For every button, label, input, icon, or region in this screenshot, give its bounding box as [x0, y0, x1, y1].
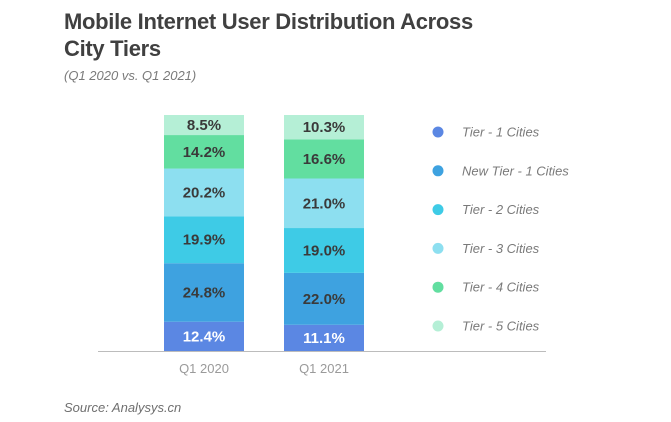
bar-segment-q1-2020-series-0: [164, 321, 244, 351]
data-label-q1-2020-series-5: 8.5%: [187, 117, 221, 134]
data-label-q1-2020-series-2: 19.9%: [183, 232, 226, 249]
data-label-q1-2020-series-0: 12.4%: [183, 328, 226, 345]
data-label-q1-2021-series-2: 19.0%: [303, 242, 346, 259]
chart-subtitle: (Q1 2020 vs. Q1 2021): [64, 68, 197, 83]
bar-segment-q1-2020-series-3: [164, 168, 244, 217]
data-label-q1-2020-series-4: 14.2%: [183, 144, 226, 161]
data-label-q1-2020-series-1: 24.8%: [183, 284, 226, 301]
legend-marker-icon-1: [432, 165, 444, 177]
bar-segment-q1-2021-series-5: [284, 115, 364, 140]
bar-segment-q1-2021-series-0: [284, 324, 364, 351]
legend-marker-icon-3: [432, 242, 444, 254]
legend-label-3: Tier - 3 Cities: [462, 241, 540, 256]
bar-segment-q1-2020-series-4: [164, 135, 244, 169]
x-tick-label-1: Q1 2021: [299, 361, 349, 376]
legend-label-0: Tier - 1 Cities: [462, 125, 540, 140]
data-label-q1-2021-series-1: 22.0%: [303, 291, 346, 308]
bar-segment-q1-2020-series-2: [164, 216, 244, 264]
data-label-q1-2020-series-3: 20.2%: [183, 184, 226, 201]
data-label-q1-2021-series-3: 21.0%: [303, 195, 346, 212]
legend-label-4: Tier - 4 Cities: [462, 280, 540, 295]
bar-segment-q1-2021-series-3: [284, 178, 364, 229]
legend-marker-icon-2: [432, 204, 444, 216]
data-label-q1-2021-series-0: 11.1%: [303, 330, 345, 347]
legend-marker-icon-4: [432, 281, 444, 293]
bar-segment-q1-2021-series-1: [284, 272, 364, 325]
source-note: Source: Analysys.cn: [64, 400, 182, 415]
legend-label-2: Tier - 2 Cities: [462, 202, 540, 217]
legend-label-1: New Tier - 1 Cities: [462, 163, 569, 178]
bar-segment-q1-2020-series-1: [164, 263, 244, 322]
chart-title: Mobile Internet User Distribution Across…: [64, 9, 473, 61]
legend-label-5: Tier - 5 Cities: [462, 319, 540, 334]
bar-segment-q1-2021-series-4: [284, 139, 364, 179]
x-tick-label-0: Q1 2020: [179, 361, 229, 376]
legend-marker-icon-0: [432, 126, 444, 138]
data-label-q1-2021-series-4: 16.6%: [303, 151, 346, 168]
data-label-q1-2021-series-5: 10.3%: [303, 119, 346, 136]
bar-segment-q1-2021-series-2: [284, 228, 364, 273]
bar-segment-q1-2020-series-5: [164, 115, 244, 136]
legend-marker-icon-5: [432, 320, 444, 332]
